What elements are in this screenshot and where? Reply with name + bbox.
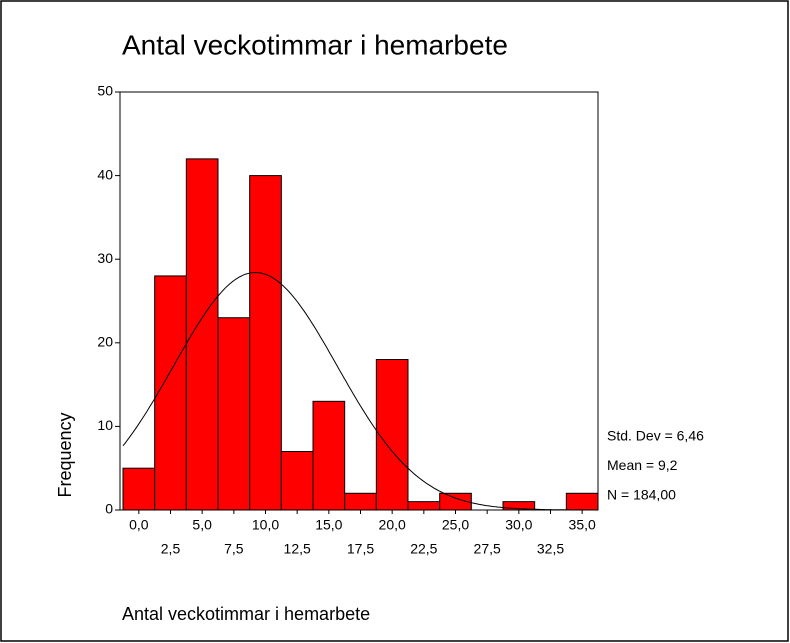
bar bbox=[407, 501, 441, 511]
x-tick-label: 22,5 bbox=[410, 541, 437, 557]
normal-curve bbox=[122, 271, 598, 511]
x-tick-label: 15,0 bbox=[315, 517, 342, 533]
y-axis-label: Frequency bbox=[55, 412, 75, 497]
x-tick-label: 25,0 bbox=[442, 517, 469, 533]
bar bbox=[312, 400, 346, 511]
y-tick-label: 30 bbox=[97, 250, 113, 266]
bar bbox=[217, 317, 251, 511]
chart-title: Antal veckotimmar i hemarbete bbox=[122, 29, 508, 60]
x-tick-label: 0,0 bbox=[129, 517, 149, 533]
y-tick-label: 20 bbox=[97, 334, 113, 350]
x-tick-label: 32,5 bbox=[537, 541, 564, 557]
x-tick-label: 12,5 bbox=[284, 541, 311, 557]
bar bbox=[249, 175, 282, 511]
x-tick-label: 17,5 bbox=[347, 541, 374, 557]
x-tick-label: 35,0 bbox=[569, 517, 596, 533]
x-tick-label: 30,0 bbox=[505, 517, 532, 533]
x-tick-label: 7,5 bbox=[224, 541, 244, 557]
y-tick-label: 0 bbox=[105, 501, 113, 517]
stat-label: Std. Dev = 6,46 bbox=[607, 428, 704, 444]
bar bbox=[185, 158, 219, 511]
bar bbox=[280, 450, 314, 511]
stat-label: Mean = 9,2 bbox=[607, 457, 678, 473]
y-tick-label: 10 bbox=[97, 417, 113, 433]
x-tick-label: 10,0 bbox=[252, 517, 279, 533]
x-tick-label: 2,5 bbox=[161, 541, 181, 557]
bar bbox=[502, 501, 536, 511]
y-tick-label: 40 bbox=[97, 166, 113, 182]
bar bbox=[122, 467, 156, 511]
stat-label: N = 184,00 bbox=[607, 487, 676, 503]
x-tick-label: 20,0 bbox=[379, 517, 406, 533]
y-tick-label: 50 bbox=[97, 83, 113, 99]
x-axis-label: Antal veckotimmar i hemarbete bbox=[122, 604, 370, 624]
bar bbox=[154, 275, 187, 511]
bar bbox=[344, 492, 377, 511]
x-tick-label: 27,5 bbox=[474, 541, 501, 557]
bar bbox=[565, 492, 599, 511]
bar bbox=[439, 492, 472, 511]
x-tick-label: 5,0 bbox=[192, 517, 212, 533]
bar bbox=[375, 359, 409, 511]
